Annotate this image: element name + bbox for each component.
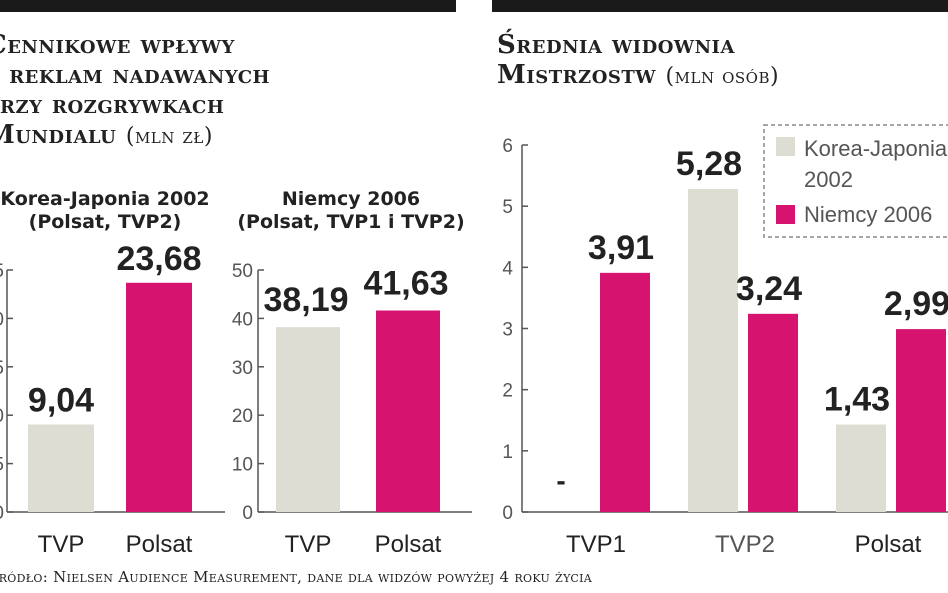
left-title-line-4: Mundialu (0, 120, 117, 150)
chart3-legend-label-korea-line-1: Korea-Japonia (804, 136, 948, 161)
chart3-y-tick-label: 4 (502, 258, 513, 279)
chart3-y-tick-label: 5 (502, 197, 513, 218)
chart3-y-tick-label: 2 (502, 381, 513, 402)
chart2-y-tick-label: 40 (232, 309, 253, 330)
chart1-bar (126, 282, 192, 512)
chart2-bar (376, 310, 440, 512)
left-title-line-2: z reklam nadawanych (0, 60, 271, 90)
chart3-category-label: TVP2 (715, 531, 775, 558)
chart3-bar (748, 313, 798, 512)
chart3-legend-label-korea-line-2: 2002 (804, 167, 853, 192)
chart1-value-label: 9,04 (28, 381, 94, 419)
chart3-y-tick-label: 3 (502, 320, 513, 341)
chart3-bar (836, 424, 886, 512)
left-title-unit: (mln zł) (125, 124, 213, 149)
chart2-value-label: 38,19 (263, 281, 348, 319)
chart2-y-tick-label: 30 (232, 358, 253, 379)
chart1-y-tick-label: 0 (0, 503, 4, 524)
chart3-value-label: 1,43 (824, 381, 890, 419)
chart1-subtitle: Korea-Japonia 2002 (Polsat, TVP2) (0, 188, 230, 234)
chart2-y-tick-label: 50 (232, 261, 253, 282)
chart3-value-label: 3,24 (736, 270, 802, 308)
chart3-value-label: 2,99 (884, 285, 948, 323)
right-title-line-2: Mistrzostw (497, 60, 656, 90)
chart2-category-label: Polsat (375, 531, 442, 558)
chart3-bar (896, 329, 946, 512)
chart3-bar (688, 189, 738, 513)
chart2-y-tick-label: 20 (232, 406, 253, 427)
chart3-legend-swatch-niemcy (776, 205, 795, 224)
chart2-y-tick-label: 10 (232, 455, 253, 476)
chart3-y-tick-label: 1 (502, 442, 513, 463)
right-chart-title: Średnia widownia Mistrzostw (mln osób) (497, 30, 947, 92)
chart1-category-label: Polsat (126, 531, 193, 558)
chart1-y-tick-label: 25 (0, 261, 4, 282)
chart3-legend-swatch-korea (776, 137, 795, 156)
chart1-y-tick-label: 5 (0, 455, 4, 476)
chart3-legend-label-niemcy: Niemcy 2006 (804, 202, 932, 227)
chart2-bar (276, 327, 340, 512)
chart3-y-tick-label: 0 (502, 503, 513, 524)
left-chart-title: Cennikowe wpływy z reklam nadawanych prz… (0, 30, 456, 152)
top-rule-right (492, 0, 948, 12)
chart3-value-label: - (556, 465, 565, 496)
chart2-subtitle: Niemcy 2006 (Polsat, TVP1 i TVP2) (230, 188, 472, 234)
chart3-y-tick-label: 6 (502, 136, 513, 157)
chart1-bar (28, 424, 94, 512)
chart3-value-label: 5,28 (676, 145, 742, 183)
left-title-line-1: Cennikowe wpływy (0, 30, 235, 60)
chart3-bar (600, 272, 650, 512)
chart2-category-label: TVP (285, 531, 332, 558)
source-footnote: Źródło: Nielsen Audience Measurement, da… (0, 568, 593, 586)
chart2-subtitle-line-2: (Polsat, TVP1 i TVP2) (237, 211, 465, 233)
chart1-y-tick-label: 15 (0, 358, 4, 379)
chart1-value-label: 23,68 (116, 240, 201, 278)
chart3-value-label: 3,91 (588, 229, 654, 267)
chart2-value-label: 41,63 (363, 265, 448, 303)
right-title-line-1: Średnia widownia (497, 30, 735, 60)
right-title-unit: (mln osób) (665, 64, 780, 89)
chart2-y-tick-label: 0 (242, 503, 253, 524)
chart3-category-label: TVP1 (566, 531, 626, 558)
chart3-category-label: Polsat (855, 531, 922, 558)
chart1-y-tick-label: 10 (0, 406, 4, 427)
chart1-subtitle-line-1: Korea-Japonia 2002 (0, 188, 210, 210)
chart2-subtitle-line-1: Niemcy 2006 (281, 188, 421, 210)
top-rule-left (0, 0, 456, 12)
chart1-category-label: TVP (38, 531, 85, 558)
left-title-line-3: przy rozgrywkach (0, 90, 225, 120)
chart1-y-tick-label: 20 (0, 309, 4, 330)
chart1-subtitle-line-2: (Polsat, TVP2) (28, 211, 182, 233)
